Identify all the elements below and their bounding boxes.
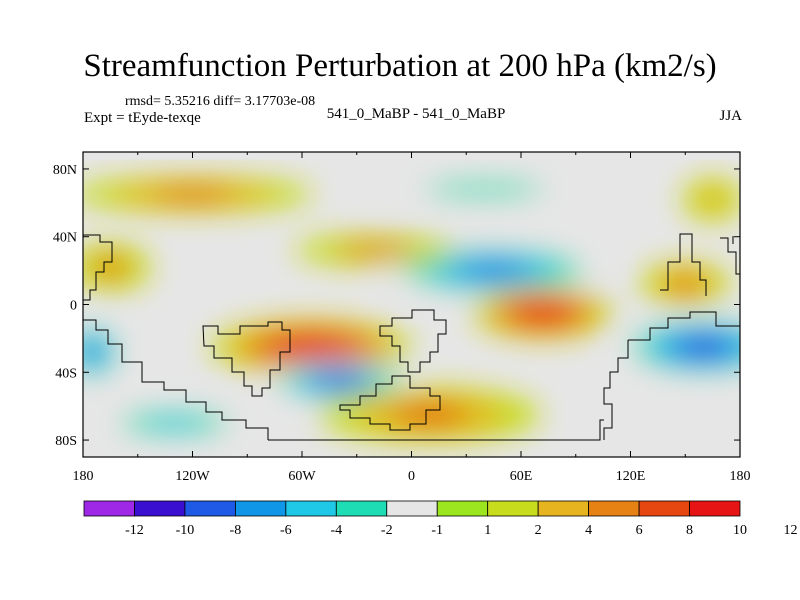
colorbar-swatch (184, 500, 236, 517)
coastline-pacific-islands (83, 319, 269, 440)
colorbar-swatch (537, 500, 590, 517)
x-tick-label: 0 (408, 469, 415, 484)
field-feature (471, 265, 516, 276)
field-feature (335, 242, 415, 259)
colorbar-swatch (588, 500, 640, 517)
field-feature (393, 405, 467, 424)
axes-layer: 180 120W 60W 0 60E 120E 180 80N 40N 0 40S 80S (53, 152, 751, 484)
colorbar-label: -10 (176, 523, 195, 538)
coastline-layer (83, 233, 740, 441)
colorbar-label: 6 (636, 523, 643, 538)
field-feature (531, 308, 555, 318)
colorbar-label: 1 (484, 523, 491, 538)
chart-title: Streamfunction Perturbation at 200 hPa (… (83, 48, 717, 84)
colorbar-swatch (689, 500, 741, 517)
field-feature (326, 377, 351, 385)
colorbar-label: -4 (330, 523, 342, 538)
field-feature (147, 417, 201, 430)
x-tick-label: 60W (288, 469, 316, 484)
y-tick-label: 80N (53, 163, 77, 178)
colorbar-swatch (436, 500, 489, 517)
coastline-south-america (202, 321, 291, 397)
field-feature (90, 255, 131, 280)
colorbar-label: 8 (686, 523, 693, 538)
x-tick-label: 120E (616, 469, 646, 484)
colorbar-swatch (335, 500, 388, 517)
colorbar: -12 -10 -8 -6 -4 -2 -1 1 2 4 6 8 10 12 (83, 500, 797, 538)
y-tick-label: 80S (55, 434, 77, 449)
field-feature (689, 341, 718, 352)
coastline-north-america (83, 234, 113, 301)
colorbar-label: -8 (230, 523, 242, 538)
y-tick-label: 0 (70, 299, 77, 314)
colorbar-label: -6 (280, 523, 292, 538)
coastline-australia (603, 311, 740, 440)
y-tick-label: 40S (55, 366, 77, 381)
field-layer (83, 152, 740, 457)
x-tick-label: 180 (73, 469, 94, 484)
field-feature (152, 188, 233, 201)
colorbar-label: -2 (381, 523, 393, 538)
x-tick-label: 180 (730, 469, 751, 484)
colorbar-label: 10 (733, 523, 747, 538)
colorbar-label: -12 (125, 523, 144, 538)
colorbar-label: 2 (535, 523, 542, 538)
colorbar-swatch (134, 500, 186, 517)
cases-text: 541_0_MaBP - 541_0_MaBP (326, 106, 506, 122)
coastline-antarctica (268, 375, 604, 441)
colorbar-swatch (386, 500, 438, 517)
field-feature (424, 181, 545, 198)
field-feature (294, 342, 328, 352)
colorbar-label: 12 (783, 523, 797, 538)
colorbar-label: -1 (431, 523, 443, 538)
colorbar-swatch (487, 500, 539, 517)
field-feature (697, 188, 728, 211)
colorbar-label: 4 (585, 523, 592, 538)
x-tick-label: 60E (510, 469, 533, 484)
coastline-africa (379, 309, 447, 373)
colorbar-swatch (638, 500, 690, 517)
colorbar-swatch (234, 500, 287, 517)
y-tick-label: 40N (53, 231, 77, 246)
field-feature (670, 276, 701, 292)
coastline-asia (660, 233, 740, 296)
field-feature (86, 345, 99, 358)
colorbar-swatch (285, 500, 337, 517)
experiment-text: Expt = tEyde-texqe (84, 110, 201, 126)
colorbar-swatch (83, 500, 135, 517)
season-text: JJA (719, 108, 742, 124)
x-tick-label: 120W (175, 469, 210, 484)
stats-text: rmsd= 5.35216 diff= 3.17703e-08 (125, 94, 316, 109)
